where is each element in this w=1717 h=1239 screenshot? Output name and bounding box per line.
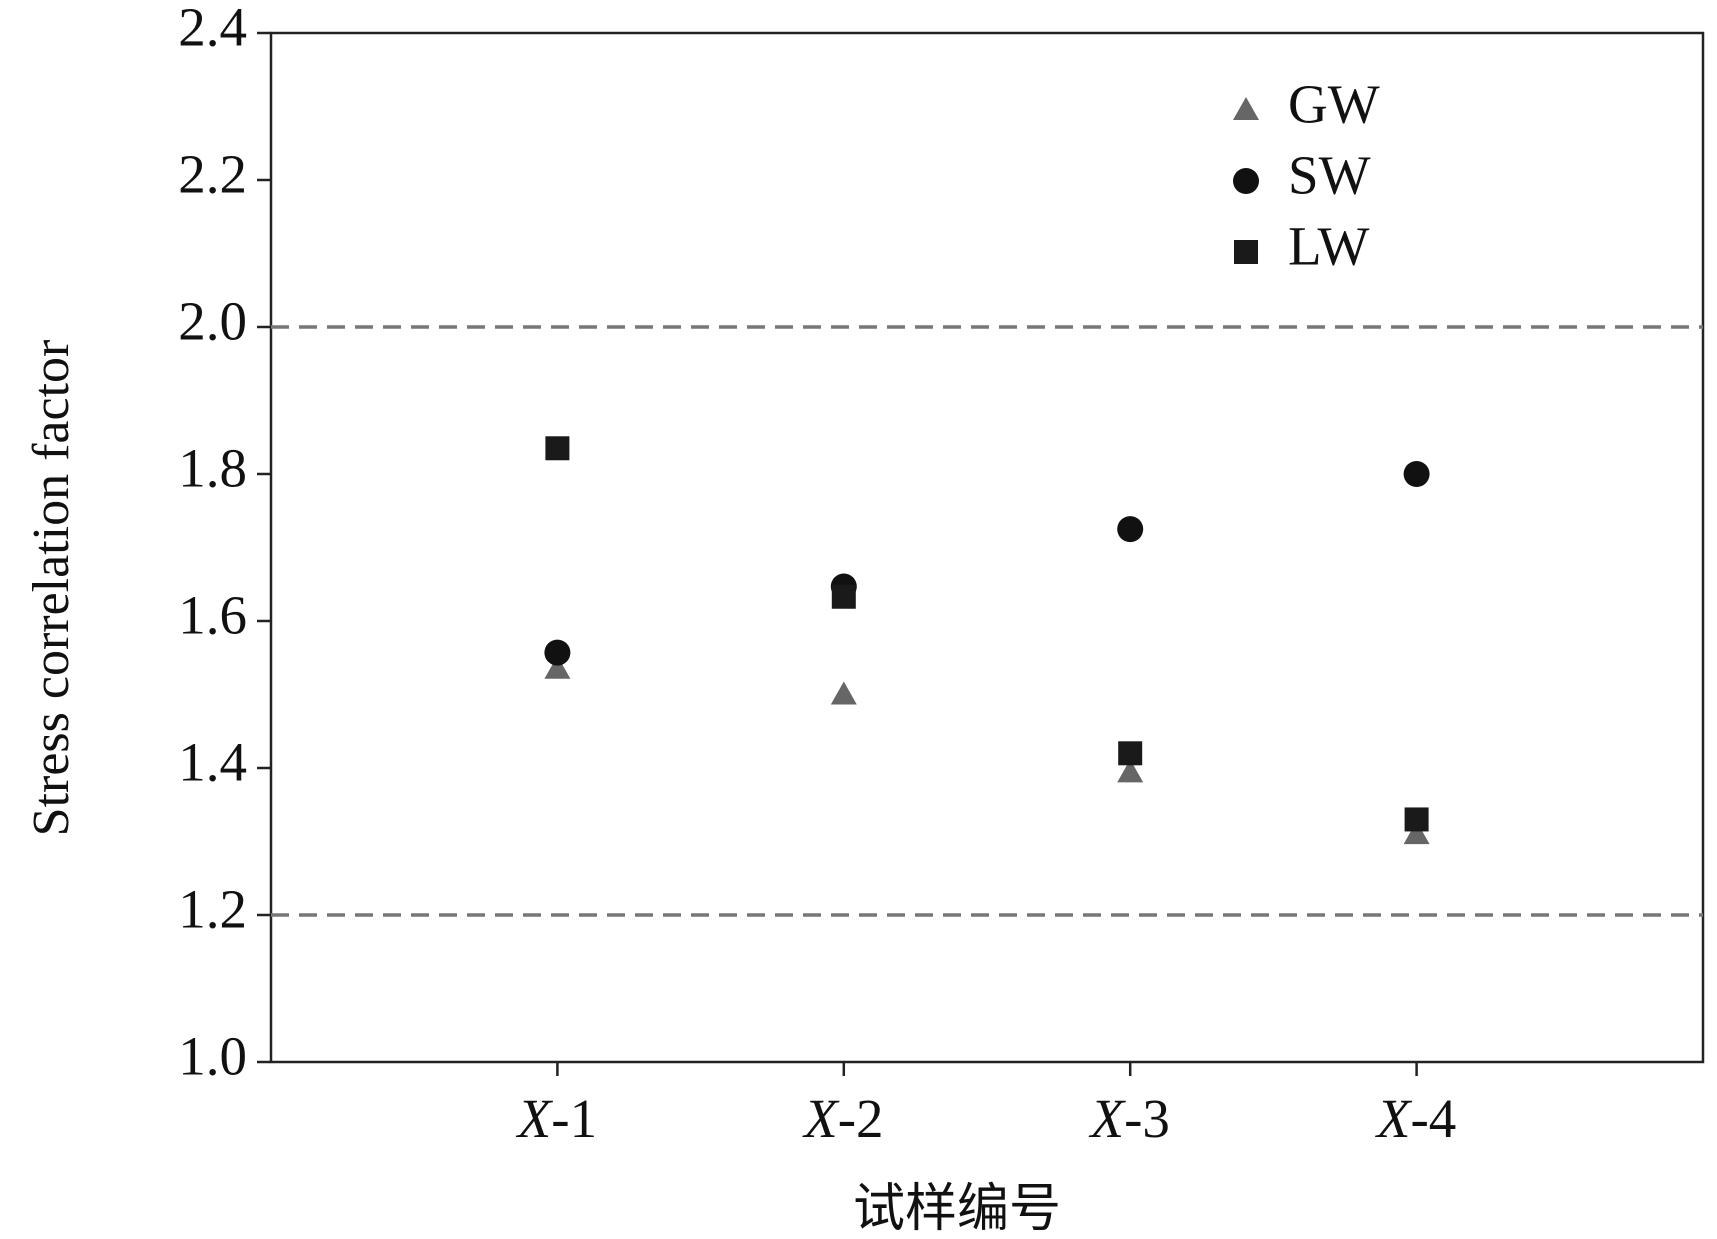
y-tick-label: 1.4 — [178, 732, 247, 793]
y-tick-label: 1.6 — [178, 585, 247, 646]
x-tick-label: X-1 — [516, 1088, 597, 1149]
point — [1117, 759, 1144, 783]
point — [1117, 516, 1144, 543]
x-tick-label: X-4 — [1375, 1088, 1456, 1149]
y-tick-label: 2.4 — [178, 0, 247, 58]
legend-marker — [1233, 168, 1259, 194]
point — [1404, 807, 1429, 832]
point — [544, 639, 571, 666]
point — [830, 681, 857, 705]
legend-marker — [1234, 240, 1258, 264]
legend-label: GW — [1288, 74, 1380, 135]
y-axis-label: Stress correlation factor — [23, 340, 80, 837]
y-tick-label: 2.2 — [178, 144, 247, 205]
x-axis-label: 试样编号 — [853, 1179, 1061, 1239]
legend-label: SW — [1288, 145, 1371, 206]
point — [1403, 821, 1430, 845]
x-tick-label: X-3 — [1088, 1088, 1169, 1149]
y-tick-label: 1.8 — [178, 438, 247, 499]
point — [1118, 741, 1143, 766]
y-tick-label: 2.0 — [178, 291, 247, 352]
x-tick-label: X-2 — [802, 1088, 883, 1149]
point — [545, 436, 570, 461]
y-tick-label: 1.2 — [178, 879, 247, 940]
point — [831, 584, 856, 609]
y-tick-label: 1.0 — [178, 1026, 247, 1087]
plot-frame — [269, 31, 1705, 1064]
point — [1403, 461, 1430, 487]
legend-marker — [1233, 97, 1259, 120]
point — [544, 655, 571, 679]
legend-label: LW — [1288, 216, 1370, 277]
